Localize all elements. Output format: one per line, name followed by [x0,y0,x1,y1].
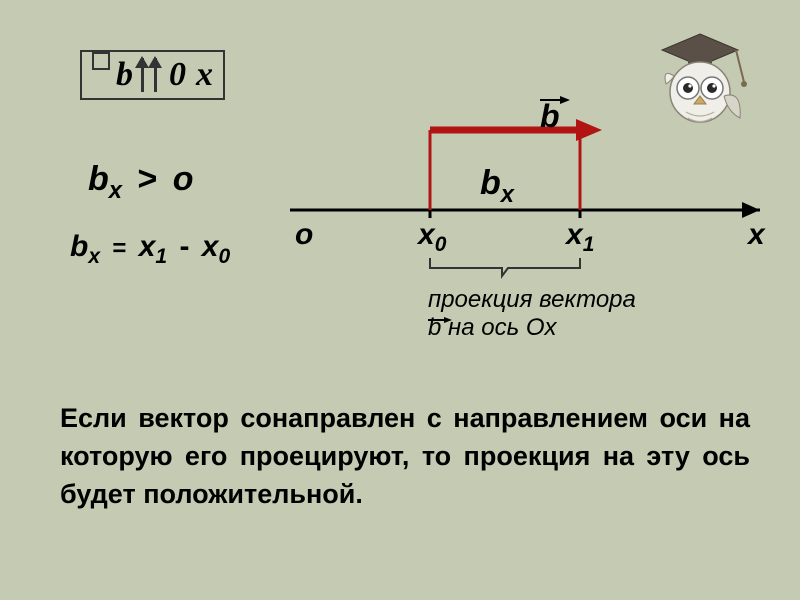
lbl-x1: x [566,218,583,251]
lbl-bxs: x [501,181,514,208]
x-axis-label: x [748,218,765,252]
owl-icon [640,30,760,150]
projection-caption: проекция вектора b на ось Ox [428,286,636,342]
vector-b-label: b [540,98,560,135]
x0-label: x0 [418,218,446,257]
caption-line2: b на ось Ox [428,314,636,342]
lbl-x0s: 0 [435,233,447,256]
lbl-x: x [748,218,765,251]
x1-label: x1 [566,218,594,257]
paragraph-text: Если вектор сонаправлен с направлением о… [60,403,750,509]
lbl-vecb: b [540,98,560,134]
lbl-o: o [295,218,313,251]
origin-label: o [295,218,313,252]
lbl-x1s: 1 [583,233,595,256]
lbl-x0: x [418,218,435,251]
lbl-bxb: b [480,164,501,202]
bx-label: bx [480,164,514,209]
explanation-paragraph: Если вектор сонаправлен с направлением о… [60,400,750,513]
caption-line1: проекция вектора [428,286,636,314]
